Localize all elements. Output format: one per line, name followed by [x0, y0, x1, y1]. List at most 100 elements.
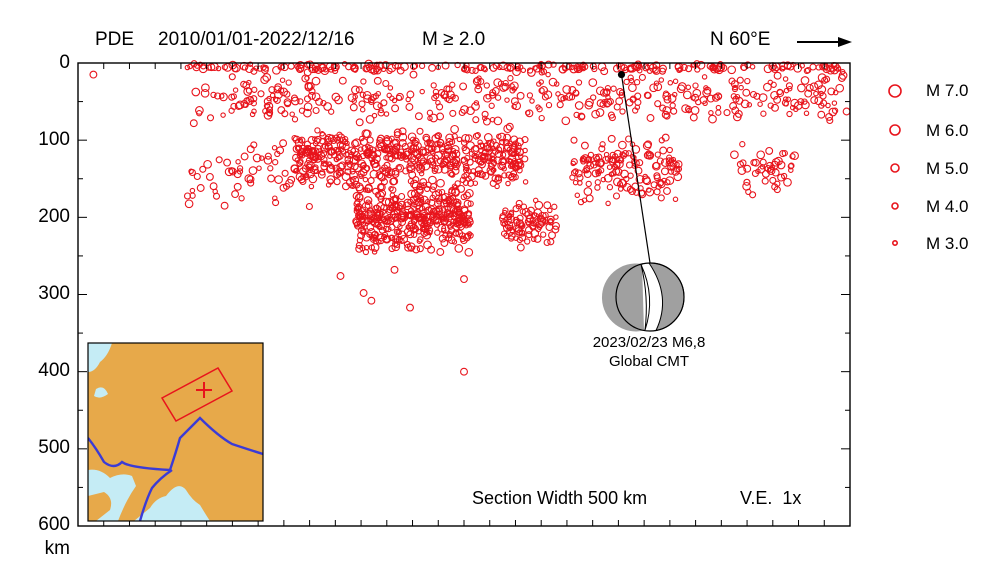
earthquake-point: [800, 76, 810, 85]
earthquake-point: [481, 171, 490, 180]
earthquake-point: [451, 239, 458, 245]
earthquake-point: [419, 157, 428, 166]
earthquake-point: [493, 78, 503, 87]
earthquake-point: [189, 119, 198, 128]
earthquake-point: [355, 241, 363, 249]
earthquake-point: [427, 115, 433, 122]
earthquake-point: [781, 150, 788, 157]
earthquake-point: [312, 164, 319, 171]
earthquake-point: [729, 102, 738, 110]
earthquake-point: [395, 235, 403, 244]
earthquake-point: [299, 144, 307, 152]
earthquake-point: [445, 137, 454, 146]
earthquake-point: [606, 98, 614, 106]
earthquake-point: [746, 102, 753, 108]
earthquake-point: [440, 239, 449, 247]
earthquake-point: [489, 116, 496, 123]
earthquake-point: [598, 145, 606, 153]
earthquake-point: [363, 94, 372, 104]
earthquake-point: [380, 66, 387, 73]
earthquake-point: [271, 145, 278, 151]
earthquake-point: [241, 64, 249, 71]
earthquake-point: [415, 204, 424, 213]
earthquake-point: [258, 155, 265, 161]
earthquake-point: [591, 109, 600, 119]
earthquake-point: [739, 141, 746, 148]
earthquake-point: [287, 62, 295, 70]
earthquake-point: [367, 296, 376, 305]
earthquake-point: [353, 206, 360, 212]
earthquake-point: [408, 170, 417, 179]
earthquake-point: [691, 93, 700, 102]
earthquake-point: [631, 145, 641, 154]
earthquake-point: [460, 193, 467, 201]
earthquake-point: [437, 89, 446, 97]
earthquake-point: [315, 148, 324, 156]
earthquake-point: [359, 106, 366, 113]
earthquake-point: [376, 239, 382, 245]
earthquake-point: [710, 64, 719, 74]
earthquake-point: [461, 64, 470, 73]
earthquake-point: [376, 191, 385, 200]
earthquake-point: [446, 220, 452, 227]
earthquake-point: [252, 153, 262, 163]
earthquake-point: [626, 185, 634, 193]
earthquake-point: [715, 104, 722, 111]
earthquake-point: [507, 215, 516, 224]
earthquake-point: [504, 97, 510, 103]
earthquake-point: [453, 160, 461, 168]
earthquake-point: [338, 161, 347, 170]
earthquake-point: [654, 100, 662, 108]
earthquake-point: [451, 187, 460, 196]
earthquake-point: [625, 150, 632, 157]
earthquake-point: [546, 215, 555, 224]
earthquake-point: [305, 157, 313, 164]
earthquake-point: [641, 175, 651, 185]
earthquake-point: [215, 65, 222, 72]
earthquake-point: [448, 152, 457, 161]
earthquake-point: [405, 103, 414, 111]
earthquake-point: [627, 172, 634, 179]
earthquake-point: [658, 77, 665, 83]
earthquake-point: [312, 106, 320, 115]
earthquake-point: [228, 107, 235, 114]
earthquake-point: [382, 147, 388, 154]
earthquake-point: [362, 176, 369, 183]
earthquake-point: [642, 141, 652, 151]
earthquake-point: [562, 85, 572, 94]
earthquake-point: [515, 199, 523, 207]
earthquake-point: [582, 168, 588, 174]
earthquake-point: [336, 133, 346, 143]
earthquake-point: [365, 115, 375, 124]
earthquake-point: [458, 108, 466, 117]
earthquake-point: [375, 139, 385, 149]
earthquake-point: [606, 184, 614, 191]
earthquake-point: [692, 82, 699, 89]
earthquake-point: [660, 167, 669, 176]
earthquake-point: [765, 146, 774, 155]
earthquake-point: [529, 98, 535, 104]
y-axis-unit: km: [44, 538, 70, 559]
earthquake-point: [576, 174, 584, 182]
earthquake-point: [345, 150, 354, 159]
earthquake-point: [609, 156, 617, 164]
earthquake-point: [240, 80, 248, 88]
earthquake-point: [482, 142, 492, 151]
earthquake-point: [603, 98, 613, 107]
earthquake-point: [743, 178, 751, 186]
earthquake-point: [410, 155, 420, 165]
earthquake-point: [468, 66, 476, 74]
earthquake-point: [443, 212, 450, 218]
earthquake-point: [342, 142, 350, 151]
earthquake-point: [306, 82, 315, 91]
earthquake-point: [372, 101, 382, 111]
earthquake-point: [508, 209, 515, 216]
earthquake-point: [774, 156, 783, 166]
earthquake-point: [749, 90, 758, 99]
earthquake-point: [403, 227, 413, 237]
earthquake-point: [595, 161, 601, 167]
earthquake-point: [550, 61, 557, 68]
earthquake-point: [514, 142, 522, 150]
earthquake-point: [803, 67, 811, 75]
focal-mechanism: [601, 70, 685, 332]
